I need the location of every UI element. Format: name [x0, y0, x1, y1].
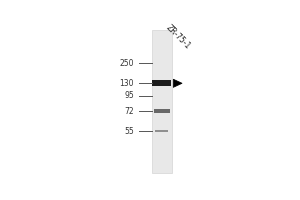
- Text: 55: 55: [124, 127, 134, 136]
- Text: 95: 95: [124, 91, 134, 100]
- Text: 72: 72: [124, 107, 134, 116]
- Bar: [155, 130, 168, 132]
- Text: 130: 130: [119, 79, 134, 88]
- Bar: [154, 109, 170, 113]
- Text: 250: 250: [119, 59, 134, 68]
- Bar: [152, 80, 171, 86]
- Text: ZR-75-1: ZR-75-1: [164, 23, 192, 51]
- Bar: [152, 30, 172, 173]
- Polygon shape: [173, 79, 182, 87]
